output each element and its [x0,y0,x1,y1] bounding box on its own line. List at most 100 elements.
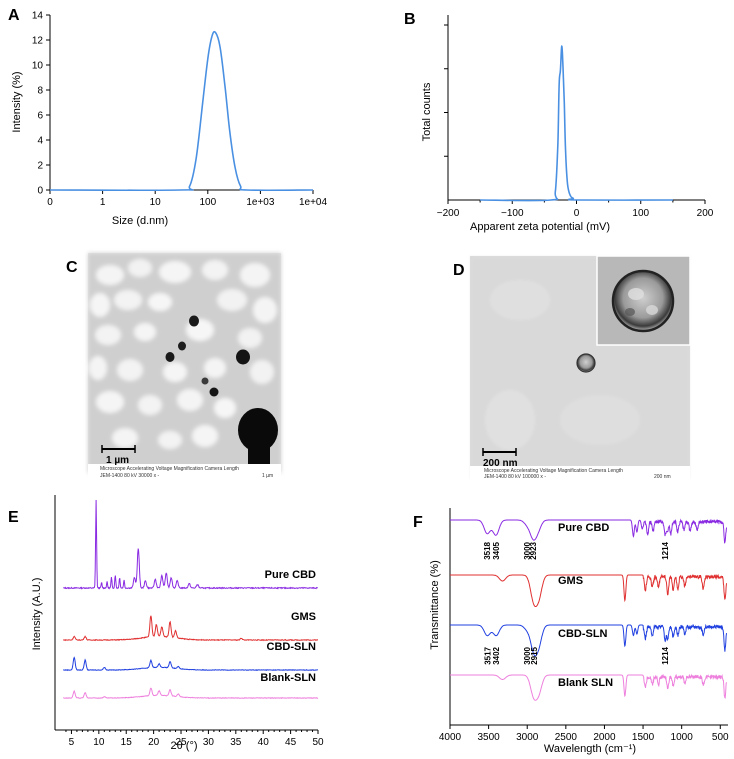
chart-f-peak-label: 2923 [529,541,538,559]
chart-a-y-tick-label: 0 [37,186,43,197]
chart-e-ticks: 5 10 15 20 25 30 35 40 45 50 [65,730,324,748]
chart-f-x-tick-label: 3000 [516,732,539,743]
chart-f-x-tick-label: 2500 [555,732,578,743]
chart-e-x-tick-label: 10 [93,737,105,748]
chart-e-x-tick-label: 20 [148,737,160,748]
micrograph-c-caption-values: JEM-1400 80 kV 30000 x - [100,473,160,479]
chart-e-xrd: 5 10 15 20 25 30 35 40 45 50 Pure CBD GMS CBD-SLN Bl… [31,495,324,752]
micrograph-d-caption-bar [470,466,690,480]
chart-f-x-tick-label: 1500 [632,732,655,743]
chart-b-ticks: −200 −100 0 100 200 [437,24,714,219]
chart-e-series-line-2 [63,656,318,672]
chart-f-series-label: CBD-SLN [558,628,608,640]
micrograph-c-scale-label: 1 µm [106,455,129,466]
chart-f-axes [449,508,728,726]
chart-e-series-line-1 [63,615,319,642]
chart-e-x-tick-label: 30 [203,737,215,748]
chart-f-xlabel: Wavelength (cm⁻¹) [544,743,636,755]
chart-e-ylabel: Intensity (A.U.) [31,578,43,651]
micrograph-c-caption: Microscope Accelerating Voltage Magnific… [100,466,239,472]
chart-e-x-tick-label: 15 [121,737,133,748]
chart-f-series-line-3 [450,673,727,701]
chart-a-x-tick-label: 100 [199,197,216,208]
chart-e-x-tick-label: 40 [258,737,270,748]
chart-b-x-tick-label: 200 [697,208,714,219]
chart-b-x-tick-label: −200 [437,208,460,219]
micrograph-c-caption-right: 1 µm [262,473,273,479]
micrograph-c-caption-bar [88,464,281,481]
chart-e-xlabel: 2θ (°) [170,740,197,752]
panel-label-b: B [404,11,416,28]
panel-label-e: E [8,509,19,526]
chart-b-x-tick-label: 100 [632,208,649,219]
chart-e-series-line-0 [63,499,318,590]
chart-a-size-distribution: 0 1 10 100 1e+03 1e+04 0 2 4 6 8 10 12 14 Size (d.nm)… [11,11,327,228]
chart-f-peak-label: 3518 [483,541,492,559]
chart-a-y-tick-label: 12 [32,36,44,47]
chart-f-peak-label: 3402 [492,646,501,664]
chart-b-xlabel: Apparent zeta potential (mV) [470,221,610,233]
chart-f-peak-label: 3000 [523,646,532,664]
chart-f-series-label: GMS [558,575,583,587]
chart-b-zeta-potential: −200 −100 0 100 200 Apparent zeta potential … [421,15,714,233]
chart-b-axes [447,15,705,201]
chart-a-axes [49,15,313,191]
chart-e-x-tick-label: 45 [285,737,297,748]
chart-e-series-label: GMS [291,611,316,623]
micrograph-c-particles [165,315,278,470]
chart-f-peak-label: 3517 [483,646,492,664]
panel-label-a: A [8,7,20,24]
chart-b-ylabel: Total counts [421,82,433,141]
chart-a-x-tick-label: 0 [47,197,53,208]
micrograph-d-inset-vesicle [611,269,675,333]
chart-e-x-tick-label: 5 [69,737,75,748]
micrograph-d-caption-values: JEM-1400 80 kV 100000 x - [484,474,546,480]
chart-a-y-tick-label: 8 [37,86,43,97]
chart-f-series-line-0 [450,518,727,544]
chart-f-ftir: 4000 3500 3000 2500 2000 1500 1000 500 Pure CBD… [429,508,729,755]
chart-f-x-tick-label: 1000 [671,732,694,743]
chart-a-xlabel: Size (d.nm) [112,215,168,227]
chart-a-y-tick-label: 2 [37,161,43,172]
panel-label-c: C [66,259,78,276]
chart-f-peak-label: 3000 [523,541,532,559]
chart-a-y-tick-label: 14 [32,11,44,22]
chart-b-x-tick-label: 0 [574,208,580,219]
chart-a-y-tick-label: 4 [37,136,43,147]
chart-f-x-tick-label: 4000 [439,732,462,743]
chart-f-series-label: Pure CBD [558,522,609,534]
chart-a-x-tick-label: 10 [150,197,162,208]
chart-f-x-tick-label: 3500 [477,732,500,743]
chart-a-y-tick-label: 10 [32,61,44,72]
chart-a-x-tick-label: 1 [100,197,106,208]
chart-a-ticks: 0 1 10 100 1e+03 1e+04 0 2 4 6 8 10 12 14 [32,11,328,209]
micrograph-c-tem: 1 µm Microscope Accelerating Voltage Mag… [88,253,281,481]
chart-e-x-tick-label: 50 [312,737,324,748]
chart-a-x-tick-label: 1e+04 [299,197,328,208]
chart-a-ylabel: Intensity (%) [11,71,23,132]
chart-b-series-line [480,45,673,202]
micrograph-d-scale-label: 200 nm [483,458,518,469]
chart-a-y-tick-label: 6 [37,111,43,122]
chart-f-x-tick-label: 2000 [593,732,616,743]
chart-f-peak-label: 1214 [661,541,670,559]
chart-f-x-tick-label: 500 [712,732,729,743]
chart-e-x-tick-label: 35 [230,737,242,748]
micrograph-d-tem: 200 nm Microscope Accelerating Voltage M… [470,255,691,480]
chart-f-peak-label: 2915 [530,646,539,664]
chart-e-series-line-3 [62,687,319,700]
chart-e-series: Pure CBD GMS CBD-SLN Blank-SLN [62,499,319,700]
chart-f-series-line-1 [450,573,727,607]
chart-e-series-label: CBD-SLN [267,641,317,653]
micrograph-d-caption-right: 200 nm [654,474,671,480]
chart-f-peak-label: 3405 [492,541,501,559]
chart-f-series-line-2 [450,623,727,657]
chart-e-series-label: Blank-SLN [260,672,316,684]
chart-a-x-tick-label: 1e+03 [246,197,275,208]
chart-f-peak-label: 1214 [661,646,670,664]
micrograph-d-vesicle [576,353,596,373]
micrograph-d-caption: Microscope Accelerating Voltage Magnific… [484,468,623,474]
chart-f-ylabel: Transmittance (%) [429,560,441,649]
